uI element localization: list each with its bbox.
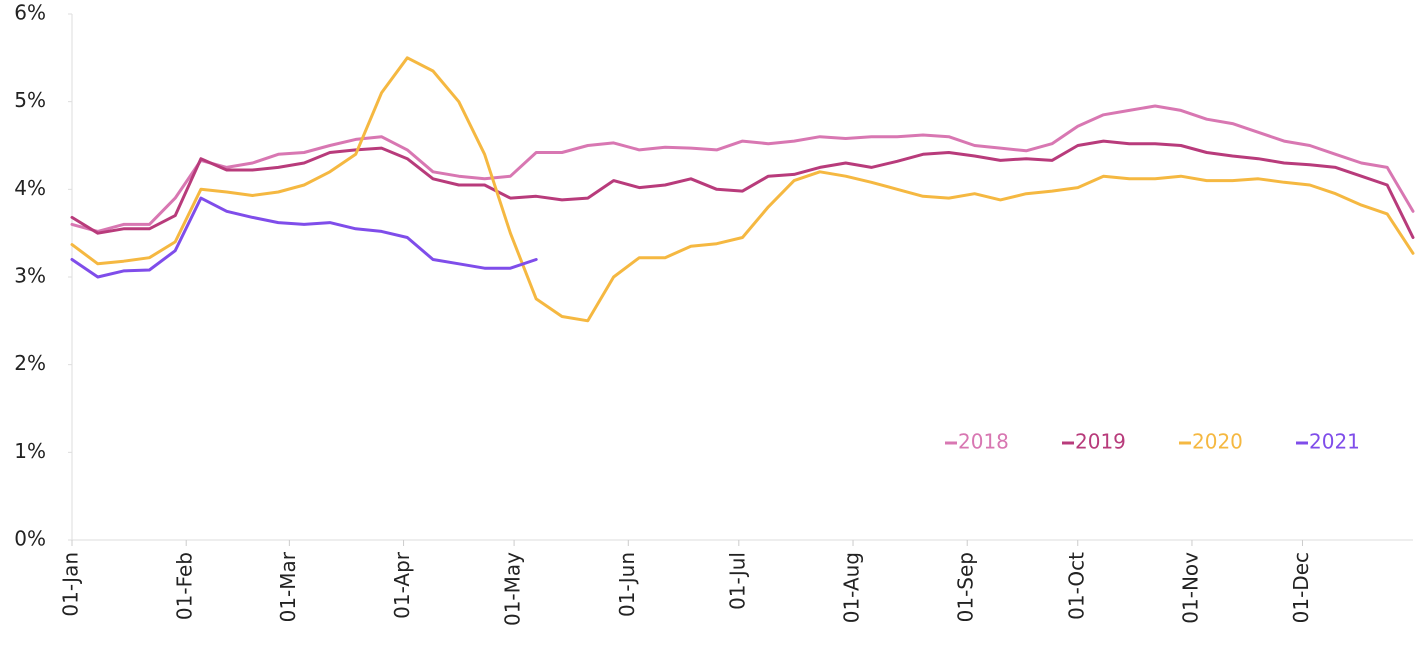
series-line [70, 56, 1415, 323]
x-tick-label: 01-Jan [59, 552, 83, 617]
x-tick-label: 01-Feb [173, 552, 197, 620]
y-tick-label: 2% [14, 351, 46, 375]
series-line [70, 196, 538, 279]
y-tick-label: 6% [14, 1, 46, 25]
y-tick-label: 1% [14, 439, 46, 463]
x-tick-label: 01-Apr [390, 551, 414, 619]
y-tick-label: 5% [14, 88, 46, 112]
y-tick-label: 3% [14, 264, 46, 288]
legend-label: 2021 [1309, 430, 1360, 454]
x-tick-label: 01-Nov [1178, 552, 1202, 624]
x-tick-label: 01-Mar [276, 551, 300, 622]
x-tick-label: 01-Aug [840, 552, 864, 623]
legend-label: 2019 [1075, 430, 1126, 454]
legend-label: 2020 [1192, 430, 1243, 454]
x-tick-label: 01-Dec [1289, 552, 1313, 623]
series-line [70, 139, 1415, 239]
x-tick-label: 01-Sep [954, 552, 978, 622]
y-tick-label: 4% [14, 176, 46, 200]
legend-label: 2018 [958, 430, 1009, 454]
series-line [70, 104, 1415, 233]
x-tick-label: 01-Jun [615, 552, 639, 617]
x-tick-label: 01-Jul [725, 552, 749, 610]
x-tick-label: 01-Oct [1064, 552, 1088, 620]
x-tick-label: 01-May [501, 552, 525, 626]
y-tick-label: 0% [14, 527, 46, 551]
